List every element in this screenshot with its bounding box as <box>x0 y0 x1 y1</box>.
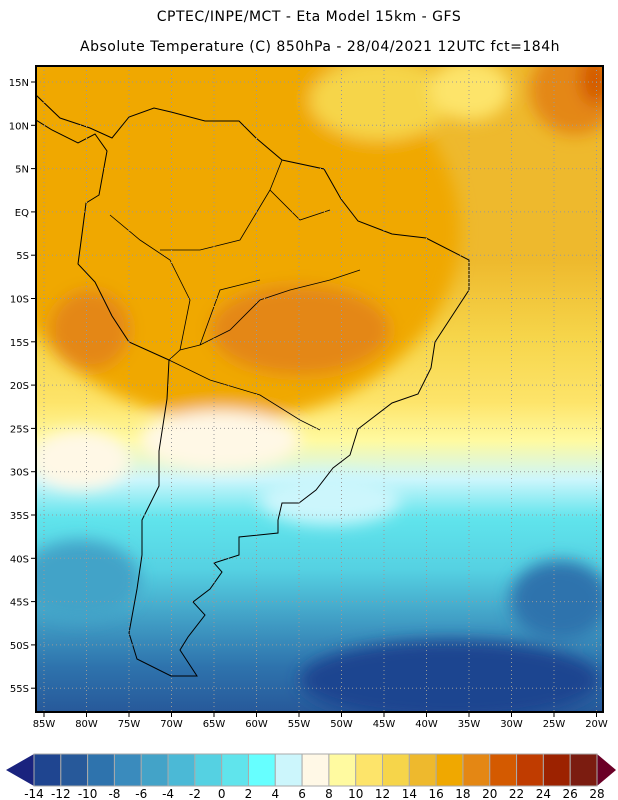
latitude-label: 15S <box>10 338 29 349</box>
longitude-label: 25W <box>543 719 566 730</box>
colorbar: -14 -12 -10 -8 -6 -4 -2 0 2 4 6 8 10 12 14 16 18 20 22 24 26… <box>6 753 616 800</box>
colorbar-label: 0 <box>218 787 226 800</box>
colorbar-box <box>221 753 249 787</box>
longitude-label: 60W <box>245 719 268 730</box>
colorbar-label: -6 <box>135 787 147 800</box>
colorbar-label: 8 <box>325 787 333 800</box>
colorbar-box <box>489 753 518 787</box>
colorbar-label: 4 <box>271 787 279 800</box>
colorbar-label: -8 <box>108 787 120 800</box>
colorbar-label: 6 <box>298 787 306 800</box>
colorbar-label: 2 <box>245 787 253 800</box>
colorbar-box <box>60 753 89 787</box>
colorbar-box <box>301 753 330 787</box>
colorbar-box <box>140 753 169 787</box>
colorbar-label: -14 <box>24 787 44 800</box>
colorbar-box <box>194 753 223 787</box>
colorbar-label: 20 <box>482 787 497 800</box>
colorbar-box <box>516 753 544 787</box>
longitude-label: 70W <box>160 719 183 730</box>
longitude-label: 65W <box>203 719 226 730</box>
colorbar-box <box>462 753 491 787</box>
colorbar-box <box>382 753 410 787</box>
colorbar-label: -2 <box>189 787 201 800</box>
latitude-label: 10S <box>10 295 29 306</box>
longitude-label: 30W <box>500 719 523 730</box>
longitude-axis: 85W 80W 75W 70W 65W 60W 55W 50W 45W 40W 35W 30W 25W 2… <box>33 712 608 730</box>
colorbar-box <box>408 753 437 787</box>
colorbar-box <box>33 753 62 787</box>
latitude-label: 50S <box>10 641 29 652</box>
latitude-label: 30S <box>10 468 29 479</box>
longitude-label: 45W <box>373 719 396 730</box>
latitude-label: 5N <box>15 165 29 176</box>
colorbar-label: 12 <box>375 787 390 800</box>
longitude-label: 40W <box>415 719 438 730</box>
latitude-label: 20S <box>10 381 29 392</box>
colorbar-label: 24 <box>536 787 551 800</box>
latitude-label: 40S <box>10 554 29 565</box>
colorbar-label: 10 <box>348 787 363 800</box>
latitude-label: 5S <box>16 251 29 262</box>
latitude-label: 25S <box>10 424 29 435</box>
latitude-label: EQ <box>15 208 29 219</box>
colorbar-box <box>247 753 276 787</box>
colorbar-box <box>274 753 303 787</box>
colorbar-label: 14 <box>402 787 417 800</box>
latitude-label: 45S <box>10 598 29 609</box>
colorbar-box <box>113 753 142 787</box>
colorbar-box <box>328 753 357 787</box>
longitude-label: 80W <box>75 719 98 730</box>
latitude-axis: 15N 10N 5N EQ 5S 10S 15S 20S 25S 30S 35S 40S 45S 50S 5… <box>9 78 36 695</box>
longitude-label: 35W <box>458 719 481 730</box>
colorbar-label: -10 <box>78 787 98 800</box>
colorbar-box <box>167 753 196 787</box>
colorbar-label: 28 <box>589 787 604 800</box>
colorbar-box <box>542 753 571 787</box>
grid-lines <box>36 66 603 712</box>
longitude-label: 85W <box>33 719 56 730</box>
title-line-1: CPTEC/INPE/MCT - Eta Model 15km - GFS <box>157 9 461 25</box>
colorbar-label: 16 <box>429 787 444 800</box>
colorbar-box <box>569 753 598 787</box>
latitude-label: 15N <box>9 78 29 89</box>
map-frame <box>35 65 604 713</box>
colorbar-label: -4 <box>162 787 174 800</box>
longitude-label: 55W <box>288 719 311 730</box>
colorbar-high-arrow <box>597 754 616 786</box>
title-line-2: Absolute Temperature (C) 850hPa - 28/04/… <box>80 39 560 55</box>
colorbar-label: 22 <box>509 787 524 800</box>
colorbar-box <box>435 753 464 787</box>
colorbar-box <box>87 753 115 787</box>
coastline <box>36 94 470 677</box>
latitude-label: 10N <box>9 121 29 132</box>
latitude-label: 35S <box>10 511 29 522</box>
longitude-label: 50W <box>330 719 353 730</box>
colorbar-label: 26 <box>563 787 578 800</box>
temperature-field <box>36 66 603 712</box>
colorbar-label: -12 <box>51 787 71 800</box>
latitude-label: 55S <box>10 684 29 695</box>
colorbar-label: 18 <box>455 787 470 800</box>
longitude-label: 20W <box>585 719 608 730</box>
longitude-label: 75W <box>118 719 141 730</box>
colorbar-low-arrow <box>6 754 34 786</box>
colorbar-box <box>355 753 384 787</box>
